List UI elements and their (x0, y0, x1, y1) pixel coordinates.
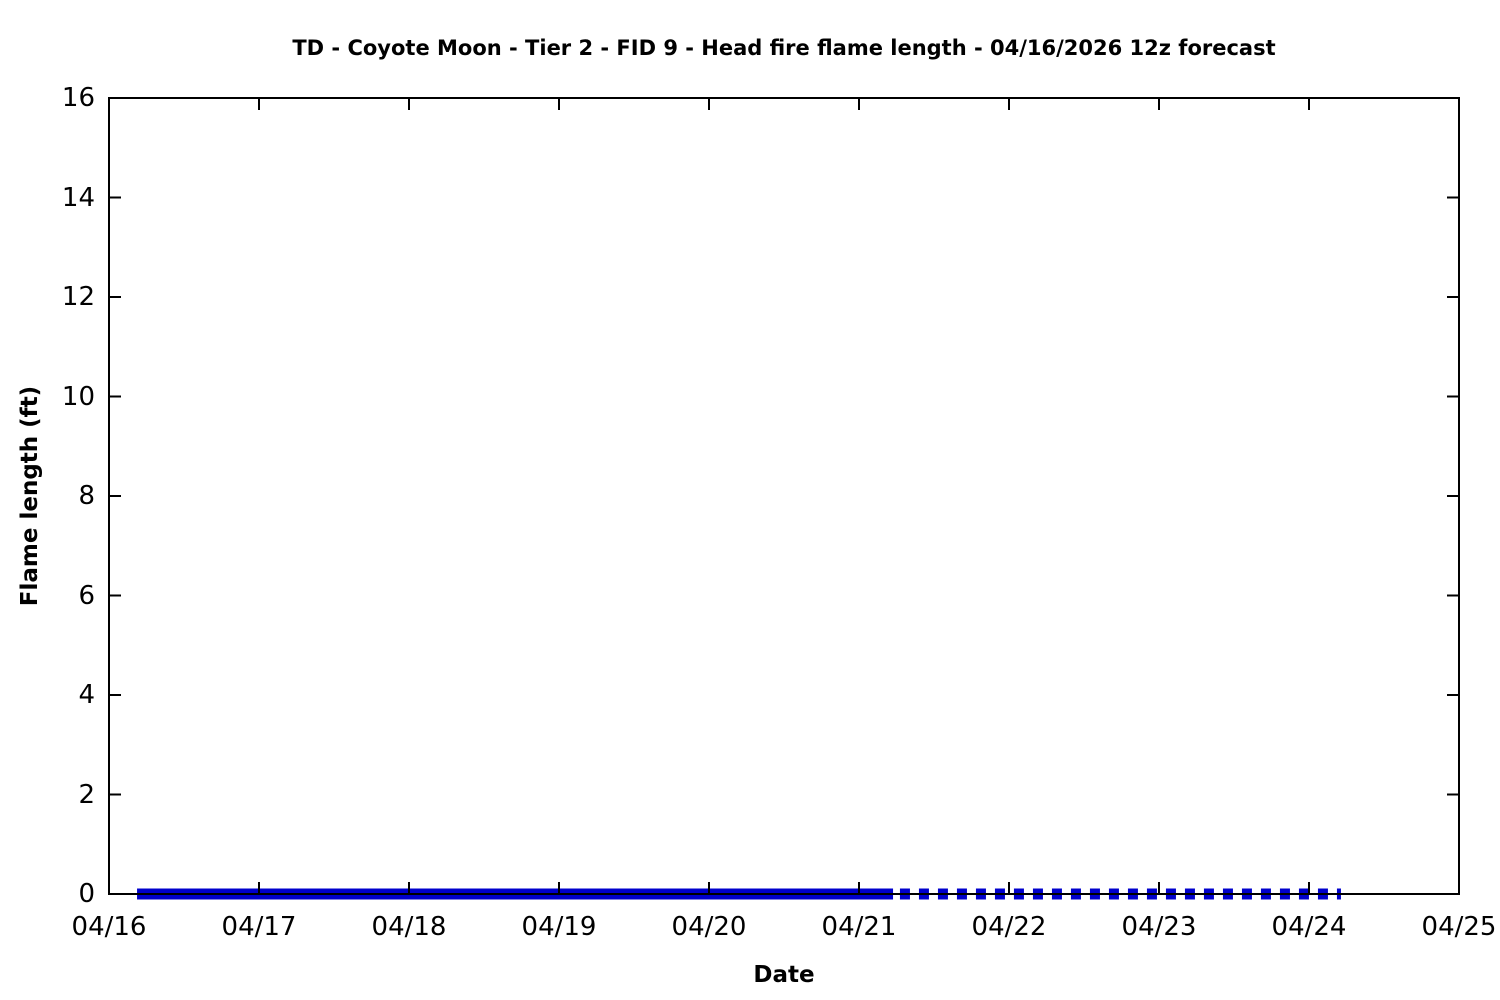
y-tick-label-6: 6 (78, 580, 95, 611)
x-tick-label-04-21: 04/21 (821, 912, 897, 942)
x-tick-label-04-22: 04/22 (971, 912, 1047, 942)
x-tick-label-04-19: 04/19 (521, 912, 597, 942)
x-axis-label: Date (753, 962, 815, 988)
y-tick-label-0: 0 (78, 879, 95, 909)
x-tick-label-04-25: 04/25 (1421, 912, 1497, 942)
y-tick-label-12: 12 (61, 282, 95, 312)
x-tick-label-04-18: 04/18 (371, 912, 447, 942)
y-tick-label-4: 4 (78, 680, 95, 710)
x-tick-label-04-16: 04/16 (71, 912, 147, 942)
y-tick-label-10: 10 (61, 381, 95, 412)
x-tick-label-04-20: 04/20 (671, 912, 747, 942)
y-tick-label-8: 8 (78, 481, 95, 511)
x-tick-label-04-24: 04/24 (1271, 912, 1347, 942)
y-tick-label-2: 2 (78, 779, 95, 810)
chart-title: TD - Coyote Moon - Tier 2 - FID 9 - Head… (292, 36, 1276, 60)
axes-frame (108, 97, 1460, 895)
y-tick-label-14: 14 (61, 182, 95, 213)
y-tick-label-16: 16 (61, 83, 95, 113)
x-tick-label-04-17: 04/17 (221, 912, 297, 942)
x-tick-label-04-23: 04/23 (1121, 912, 1197, 942)
